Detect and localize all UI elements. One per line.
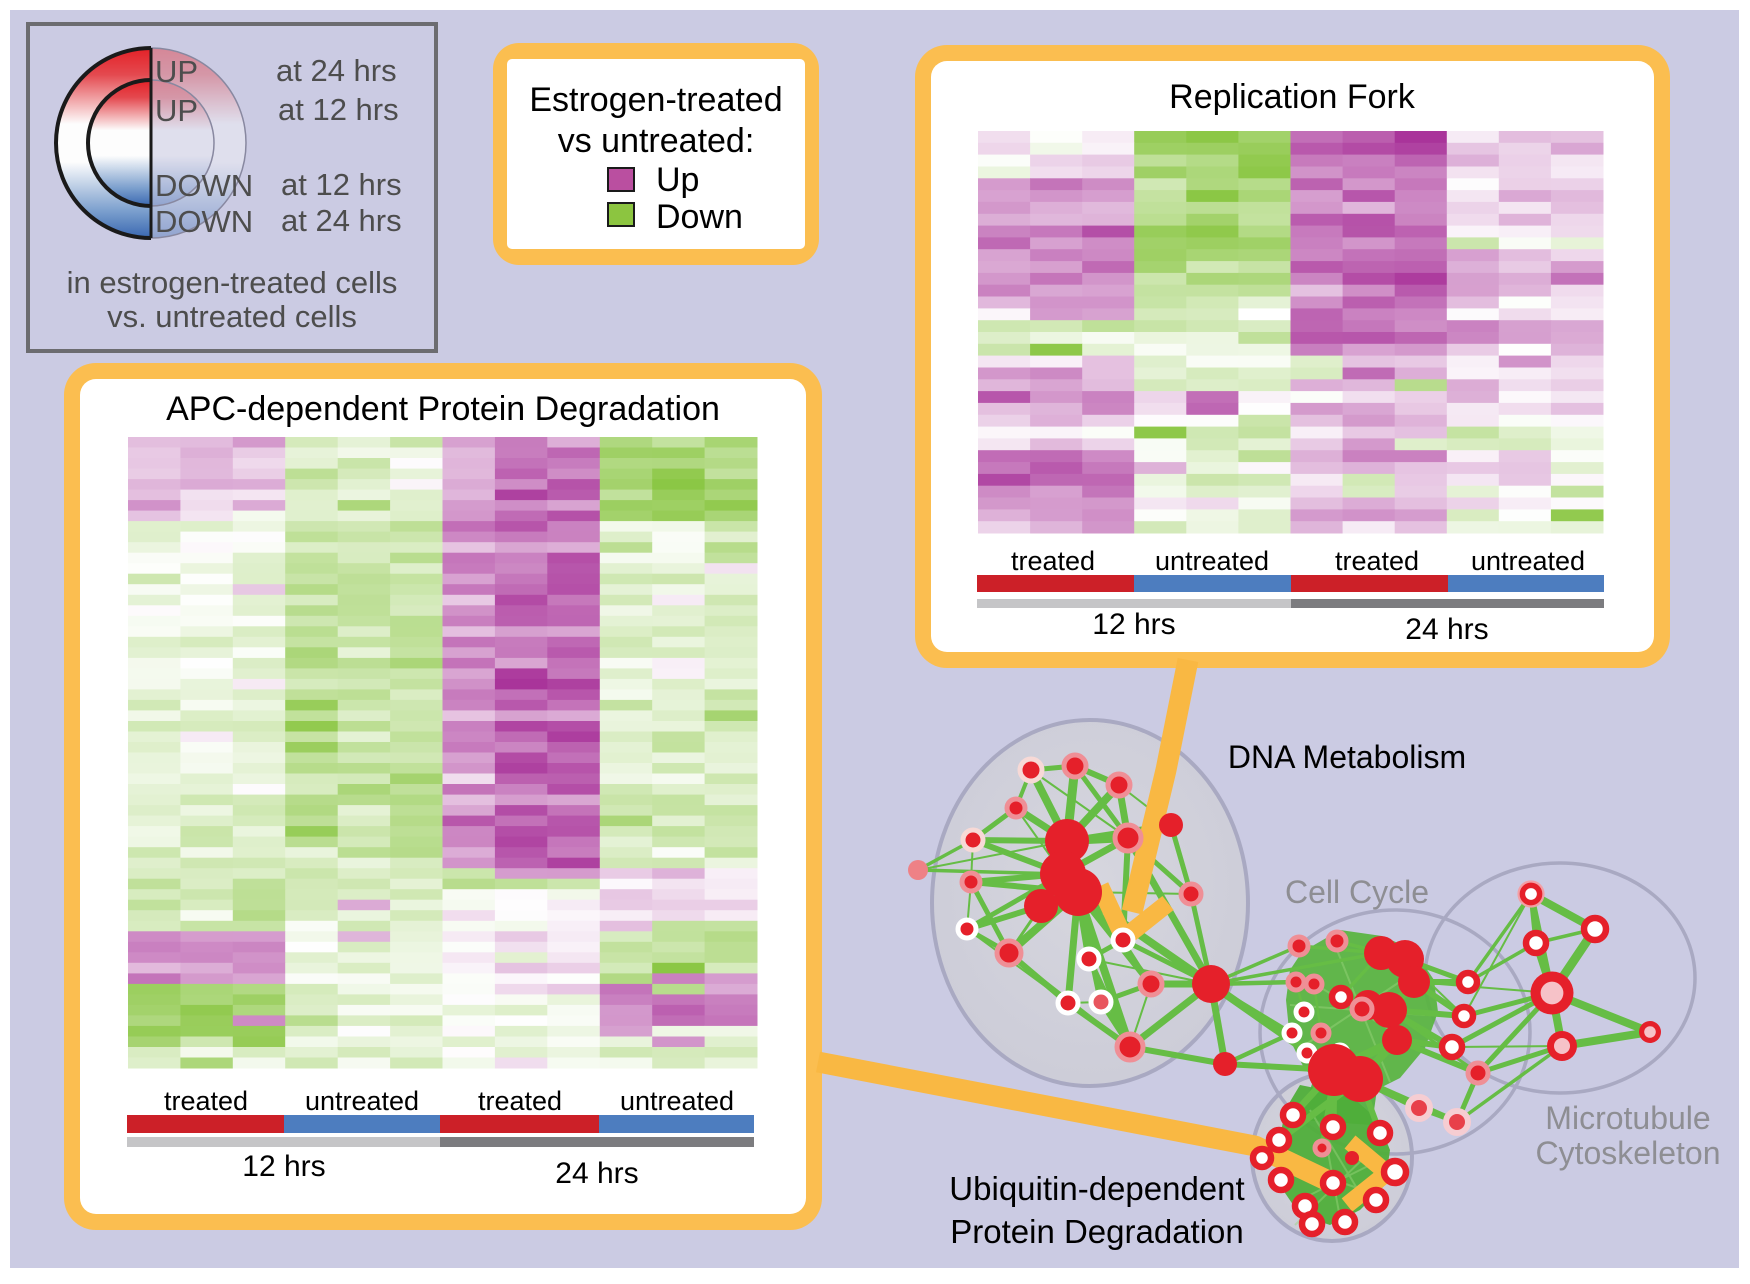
svg-text:12 hrs: 12 hrs — [242, 1150, 325, 1183]
svg-text:UP: UP — [155, 54, 198, 89]
svg-text:Ubiquitin-dependent: Ubiquitin-dependent — [949, 1170, 1244, 1207]
svg-text:at 12 hrs: at 12 hrs — [281, 167, 402, 202]
svg-text:untreated: untreated — [305, 1086, 419, 1116]
svg-text:Protein Degradation: Protein Degradation — [950, 1213, 1244, 1250]
svg-text:DOWN: DOWN — [155, 168, 253, 203]
svg-text:Cell Cycle: Cell Cycle — [1285, 874, 1429, 910]
svg-text:DOWN: DOWN — [155, 204, 253, 239]
svg-text:at 12 hrs: at 12 hrs — [278, 92, 399, 127]
svg-text:treated: treated — [478, 1086, 562, 1116]
svg-text:untreated: untreated — [1155, 546, 1269, 576]
svg-text:Down: Down — [656, 198, 743, 236]
svg-text:24 hrs: 24 hrs — [1405, 613, 1488, 646]
svg-text:treated: treated — [164, 1086, 248, 1116]
svg-text:treated: treated — [1335, 546, 1419, 576]
svg-text:Replication Fork: Replication Fork — [1169, 78, 1416, 116]
svg-text:vs untreated:: vs untreated: — [558, 122, 755, 160]
svg-text:Cytoskeleton: Cytoskeleton — [1536, 1135, 1721, 1171]
svg-text:vs. untreated cells: vs. untreated cells — [107, 299, 357, 334]
svg-text:Up: Up — [656, 161, 699, 199]
svg-text:APC-dependent Protein Degradat: APC-dependent Protein Degradation — [166, 390, 720, 428]
svg-text:in estrogen-treated cells: in estrogen-treated cells — [67, 265, 398, 300]
svg-text:DNA Metabolism: DNA Metabolism — [1228, 739, 1466, 775]
svg-text:UP: UP — [155, 93, 198, 128]
svg-text:treated: treated — [1011, 546, 1095, 576]
svg-text:at 24 hrs: at 24 hrs — [281, 203, 402, 238]
svg-text:Microtubule: Microtubule — [1545, 1100, 1710, 1136]
svg-text:Estrogen-treated: Estrogen-treated — [529, 81, 782, 119]
svg-text:untreated: untreated — [620, 1086, 734, 1116]
svg-text:at 24 hrs: at 24 hrs — [276, 53, 397, 88]
svg-text:24 hrs: 24 hrs — [555, 1157, 638, 1190]
svg-text:12 hrs: 12 hrs — [1092, 608, 1175, 641]
svg-text:untreated: untreated — [1471, 546, 1585, 576]
